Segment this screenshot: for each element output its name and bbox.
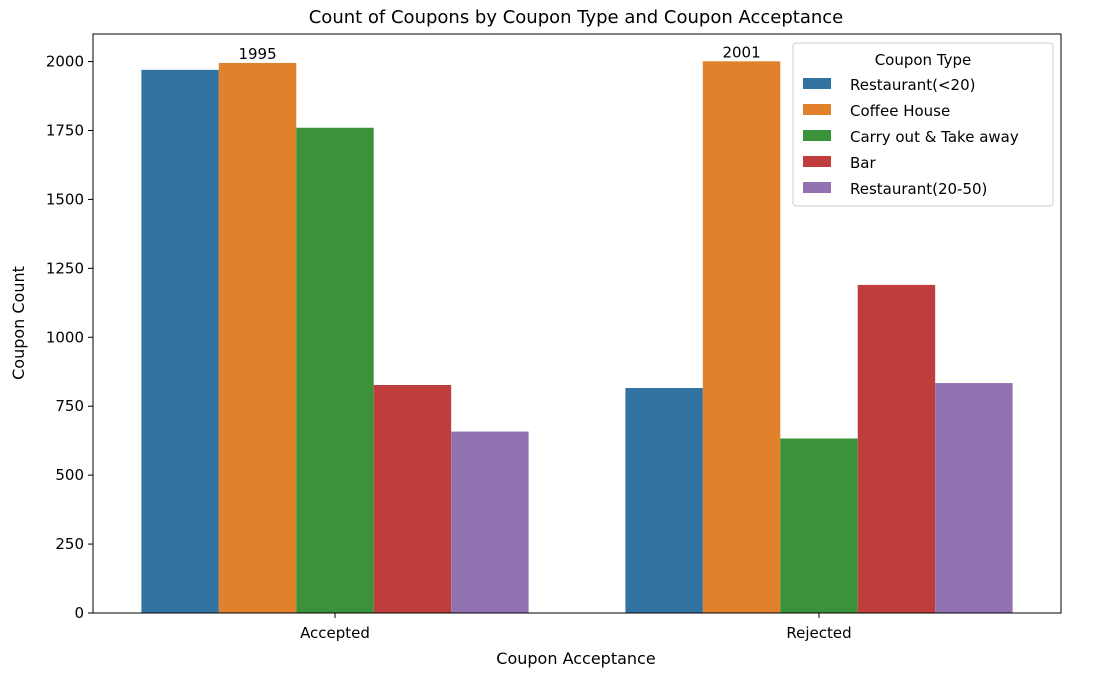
bar-rejected-4 — [935, 383, 1013, 613]
y-tick-label: 1750 — [46, 122, 84, 140]
data-label: 2001 — [722, 43, 760, 61]
y-tick-label: 250 — [55, 535, 84, 553]
bar-rejected-0 — [625, 388, 703, 613]
legend-label: Carry out & Take away — [850, 128, 1019, 146]
legend-label: Coffee House — [850, 102, 950, 120]
bar-accepted-3 — [373, 384, 452, 613]
bar-rejected-2 — [780, 438, 858, 613]
legend-swatch — [803, 156, 831, 167]
legend-swatch — [803, 182, 831, 193]
legend: Coupon Type Restaurant(<20) Coffee House Ca… — [792, 42, 1054, 207]
bar-rejected-3 — [857, 284, 936, 613]
legend-swatch — [803, 130, 831, 141]
chart-title: Count of Coupons by Coupon Type and Coup… — [309, 7, 844, 28]
y-tick-label: 750 — [55, 397, 84, 415]
bar-accepted-2 — [296, 127, 374, 614]
x-axis-ticks: Accepted Rejected — [300, 613, 852, 642]
x-tick-label: Accepted — [300, 624, 370, 642]
bar-accepted-4 — [451, 431, 529, 613]
y-tick-label: 1000 — [46, 328, 84, 346]
y-tick-label: 500 — [55, 466, 84, 484]
data-labels-group: 1995 2001 — [238, 43, 760, 63]
bar-accepted-1 — [218, 62, 297, 613]
data-label: 1995 — [238, 45, 276, 63]
legend-box — [792, 42, 1054, 207]
y-tick-label: 2000 — [46, 53, 84, 71]
legend-label: Restaurant(<20) — [850, 76, 975, 94]
bars-group — [141, 61, 1013, 614]
y-axis-ticks: 0 250 500 750 1000 1250 1500 1750 2000 — [46, 53, 93, 622]
y-axis-label: Coupon Count — [9, 266, 28, 380]
legend-swatch — [803, 78, 831, 89]
y-tick-label: 1500 — [46, 190, 84, 208]
x-axis-label: Coupon Acceptance — [496, 649, 655, 668]
legend-label: Bar — [850, 154, 876, 172]
legend-swatch — [803, 104, 831, 115]
plot-frame — [92, 33, 1062, 614]
x-tick-label: Rejected — [786, 624, 851, 642]
bar-accepted-0 — [141, 69, 219, 614]
y-tick-label: 1250 — [46, 259, 84, 277]
y-tick-label: 0 — [74, 604, 84, 622]
bar-rejected-1 — [702, 61, 781, 614]
legend-label: Restaurant(20-50) — [850, 180, 987, 198]
legend-title: Coupon Type — [875, 51, 972, 69]
